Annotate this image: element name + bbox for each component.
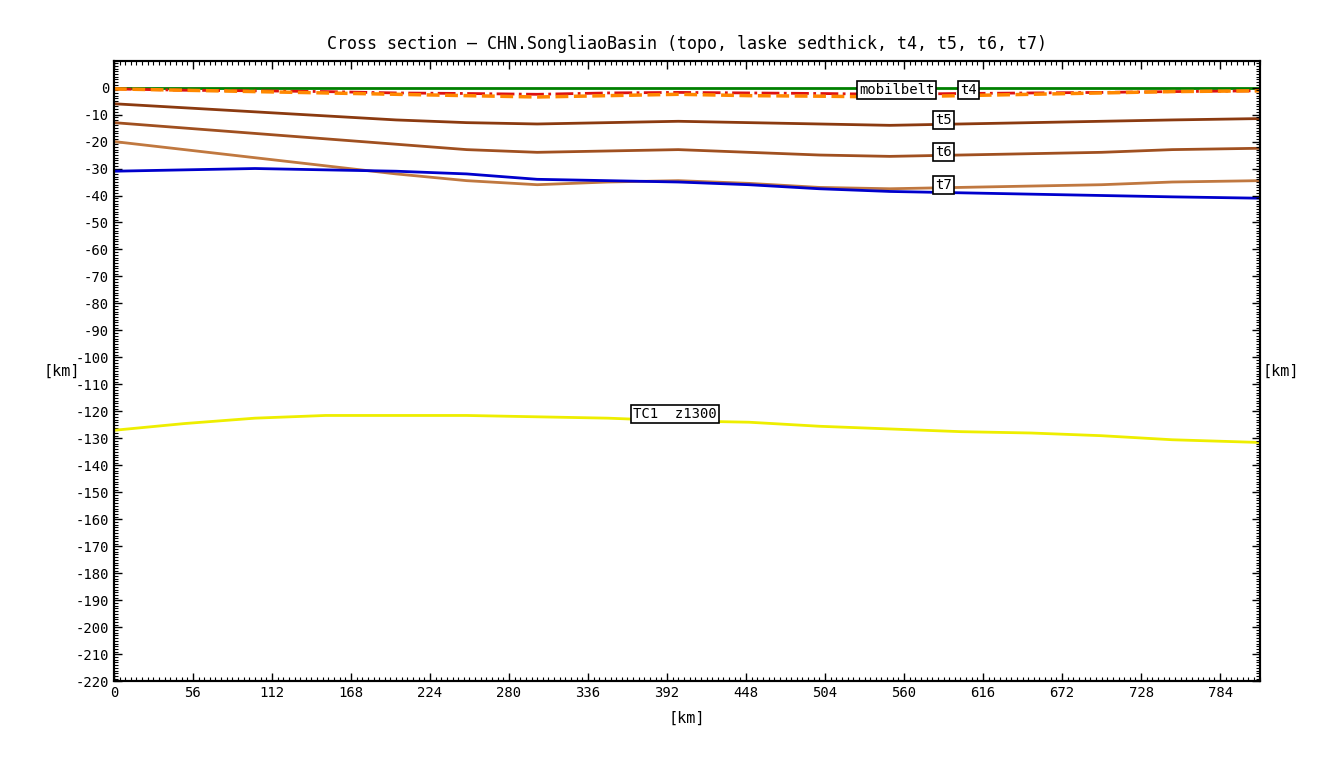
Title: Cross section – CHN.SongliaoBasin (topo, laske sedthick, t4, t5, t6, t7): Cross section – CHN.SongliaoBasin (topo,… [327,36,1047,54]
Text: t5: t5 [935,113,951,127]
Text: t7: t7 [935,178,951,192]
Text: mobilbelt: mobilbelt [859,83,934,98]
Text: TC1  z1300: TC1 z1300 [632,407,717,421]
Text: t4: t4 [961,83,977,98]
Y-axis label: [km]: [km] [43,363,80,378]
Y-axis label: [km]: [km] [1262,363,1300,378]
Text: t6: t6 [935,145,951,160]
X-axis label: [km]: [km] [669,712,705,726]
